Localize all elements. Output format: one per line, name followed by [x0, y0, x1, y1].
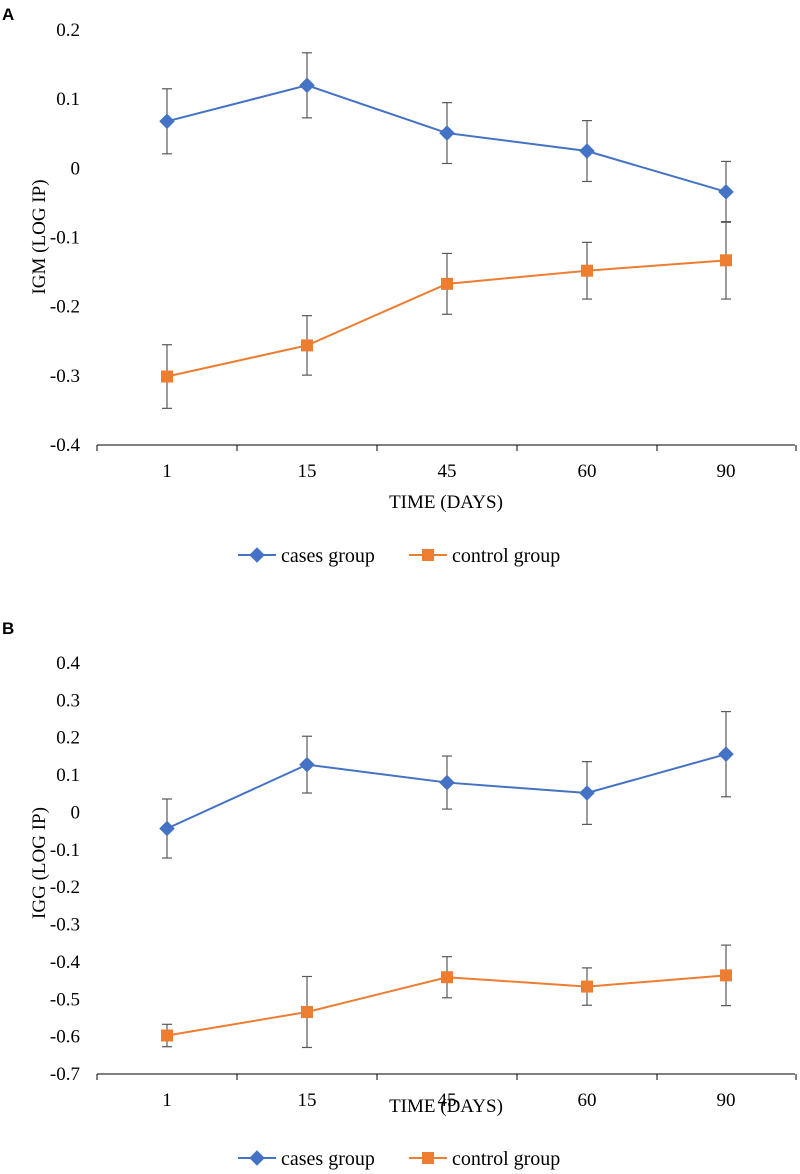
y-tick-label: 0 [71, 158, 81, 179]
panel-a-legend: cases group control group [238, 545, 560, 567]
panel-b-x-ticks: 1 15 45 60 90 [96, 1074, 797, 1111]
panel-b-x-axis-title: TIME (DAYS) [389, 1096, 503, 1117]
cases-point [718, 184, 734, 200]
x-tick-label: 60 [578, 1090, 597, 1111]
panel-b-series [159, 746, 734, 1042]
y-tick-label: -0.1 [50, 840, 80, 861]
legend-a-control-marker [422, 549, 434, 561]
y-tick-label: -0.3 [50, 915, 80, 936]
legend-a-cases-marker [249, 547, 265, 563]
x-tick-label: 90 [717, 1090, 736, 1111]
y-tick-label: 0 [71, 802, 81, 823]
panel-b-y-ticks: 0.4 0.3 0.2 0.1 0 -0.1 -0.2 -0.3 -0.4 -0.5 -0.6 -0.… [50, 653, 81, 1085]
y-tick-label: 0.3 [56, 690, 80, 711]
control-point [720, 254, 732, 267]
y-tick-label: -0.2 [50, 297, 80, 318]
x-tick-label: 15 [298, 1090, 317, 1111]
y-tick-label: -0.3 [50, 366, 80, 387]
control-point [720, 969, 732, 982]
legend-a-cases-label: cases group [281, 545, 375, 567]
control-point [161, 1029, 173, 1042]
panel-b-y-axis-title: IGG (LOG IP) [29, 807, 50, 919]
control-point [301, 1005, 313, 1018]
cases-point [439, 125, 455, 141]
y-tick-label: 0.4 [56, 653, 80, 674]
y-tick-label: 0.1 [56, 89, 80, 110]
panel-a-y-axis-title: IGM (LOG IP) [29, 179, 50, 294]
control-point [161, 370, 173, 383]
legend-b-control-marker [422, 1152, 434, 1164]
x-tick-label: 90 [717, 461, 736, 482]
y-tick-label: -0.5 [50, 989, 80, 1010]
y-tick-label: 0.2 [56, 728, 80, 749]
legend-b-cases-marker [249, 1150, 265, 1166]
cases-point [299, 77, 315, 94]
y-tick-label: -0.2 [50, 877, 80, 898]
control-point [301, 339, 313, 352]
panel-b-error-bars [162, 710, 731, 1049]
legend-b-cases-label: cases group [281, 1148, 375, 1170]
panel-a-y-ticks: 0.2 0.1 0 -0.1 -0.2 -0.3 -0.4 [50, 20, 81, 456]
cases-point [439, 774, 455, 791]
legend-a-control-label: control group [452, 545, 560, 567]
y-tick-label: 0.2 [56, 20, 80, 41]
panel-a: A IGM (LOG IP) 0.2 0.1 0 -0.1 -0.2 -0.3 -0.4 1… [2, 5, 797, 567]
x-tick-label: 60 [578, 461, 597, 482]
panel-a-x-axis-title: TIME (DAYS) [389, 492, 503, 513]
x-tick-label: 45 [438, 1090, 457, 1111]
control-point [441, 277, 453, 290]
panel-a-error-bars [162, 52, 731, 409]
panel-b-label: B [2, 619, 14, 638]
x-tick-label: 15 [298, 461, 317, 482]
x-tick-label: 45 [438, 461, 457, 482]
cases-point [718, 746, 734, 762]
y-tick-label: -0.4 [50, 952, 81, 973]
x-tick-label: 1 [162, 1090, 172, 1111]
panel-a-label: A [2, 5, 14, 24]
y-tick-label: -0.4 [50, 435, 81, 456]
control-point [581, 264, 593, 277]
y-tick-label: -0.7 [50, 1064, 80, 1085]
control-point [581, 980, 593, 993]
cases-point [159, 113, 175, 130]
y-tick-label: 0.1 [56, 765, 80, 786]
panel-b: B IGG (LOG IP) 0.4 0.3 0.2 0.1 0 -0.1 -0.2 -0.3… [2, 619, 797, 1170]
cases-point [159, 820, 175, 837]
panel-a-x-ticks: 1 15 45 60 90 [96, 445, 797, 482]
x-tick-label: 1 [162, 461, 172, 482]
y-tick-label: -0.1 [50, 228, 80, 249]
cases-point [579, 785, 595, 801]
y-tick-label: -0.6 [50, 1027, 80, 1048]
legend-b-control-label: control group [452, 1148, 560, 1170]
control-point [441, 971, 453, 984]
panel-b-legend: cases group control group [238, 1148, 560, 1170]
cases-point [299, 756, 315, 773]
cases-point [579, 143, 595, 159]
